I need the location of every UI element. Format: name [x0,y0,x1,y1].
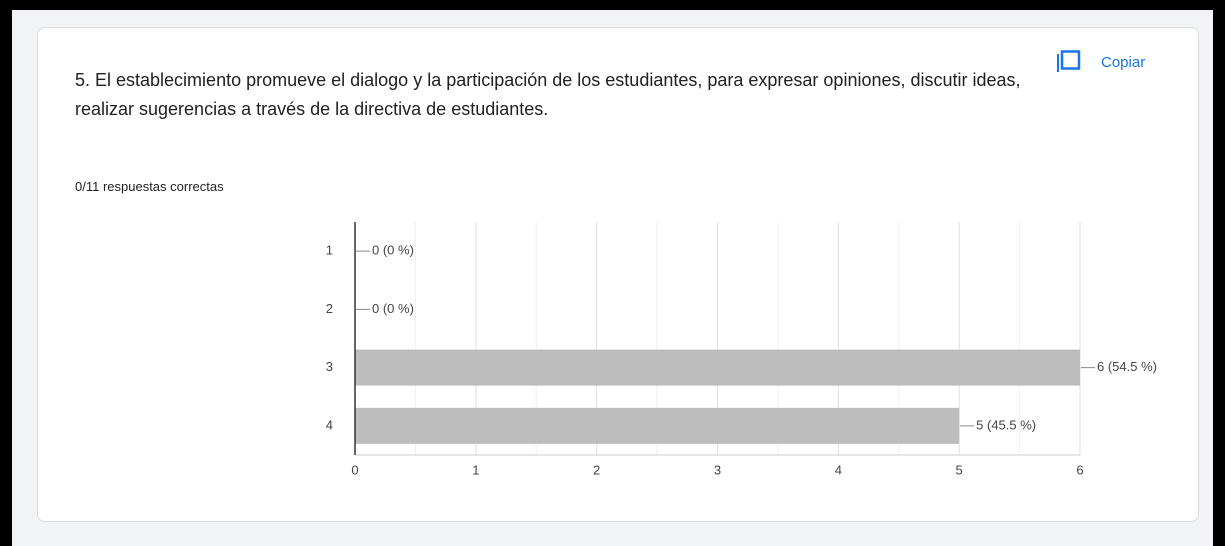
bar [355,407,960,444]
question-title: 5. El establecimiento promueve el dialog… [75,70,1021,119]
copy-button[interactable]: Copiar [1055,50,1145,74]
x-tick-label: 4 [835,462,842,477]
x-tick-label: 5 [956,462,963,477]
y-tick-label: 4 [326,417,333,432]
background: 5. El establecimiento promueve el dialog… [12,10,1213,546]
copy-icon [1057,50,1081,72]
data-label: 0 (0 %) [372,243,414,258]
y-tick-label: 1 [326,243,333,258]
y-tick-label: 3 [326,359,333,374]
data-label: 5 (45.5 %) [976,417,1036,432]
copy-label: Copiar [1101,53,1146,71]
x-tick-label: 3 [714,462,721,477]
data-label: 0 (0 %) [372,301,414,316]
data-label: 6 (54.5 %) [1097,359,1157,374]
x-tick-label: 2 [593,462,600,477]
y-tick-label: 2 [326,301,333,316]
x-tick-label: 6 [1076,462,1083,477]
bar [355,349,1080,386]
x-tick-label: 0 [351,462,358,477]
score: 0/11 respuestas correctas [75,179,224,194]
x-tick-label: 1 [472,462,479,477]
